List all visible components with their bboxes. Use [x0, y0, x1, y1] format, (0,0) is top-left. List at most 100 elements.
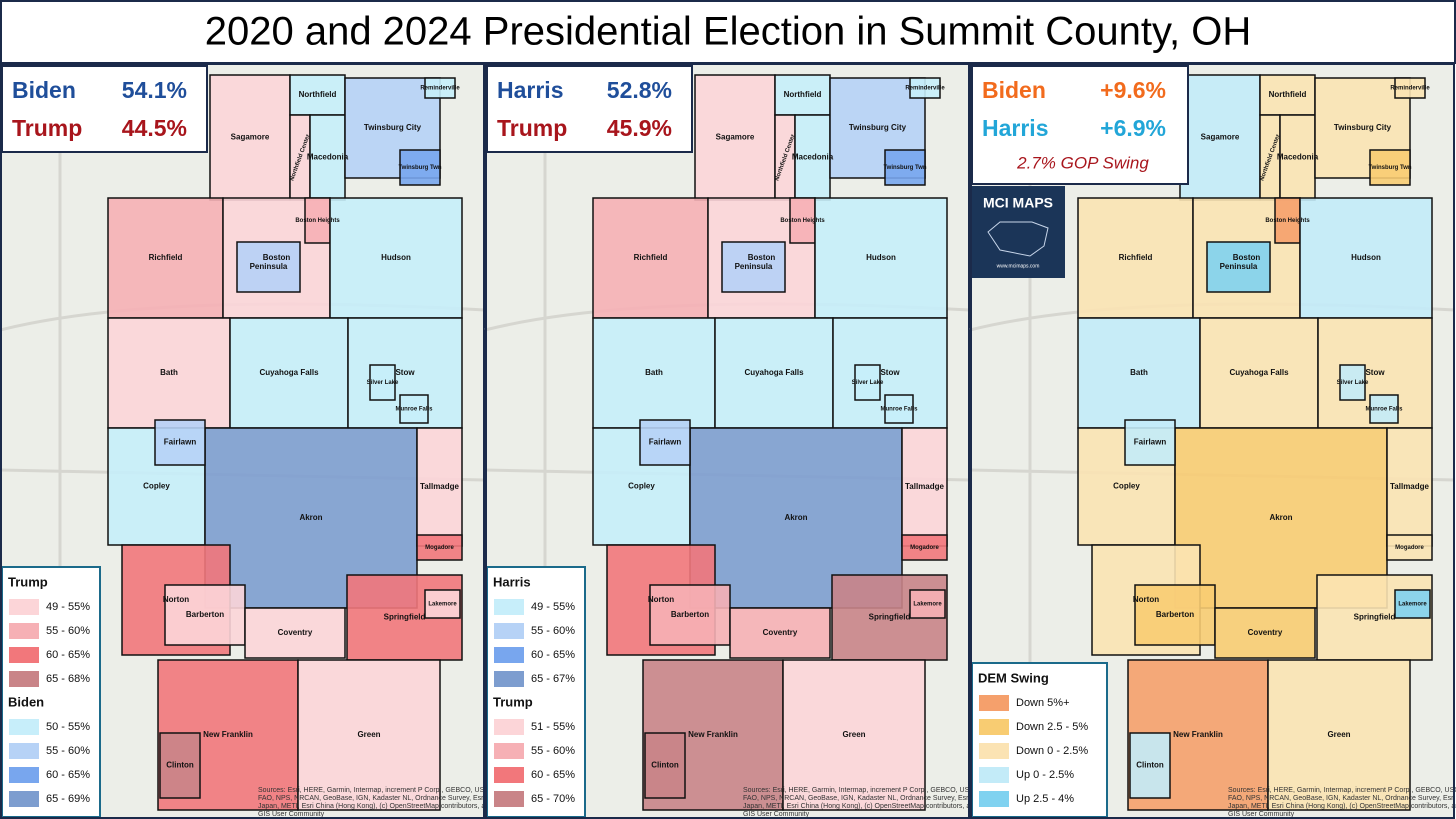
place-label: Northfield	[784, 90, 822, 99]
region	[424, 589, 461, 619]
sources-text: Sources: Esri, HERE, Garmin, Intermap, i…	[743, 787, 981, 794]
place-label: Mogadore	[910, 545, 939, 551]
place-label: Coventry	[763, 628, 798, 637]
place-label: Northfield	[1269, 90, 1307, 99]
place-label: Akron	[299, 513, 322, 522]
results-box	[971, 65, 1189, 185]
region	[1129, 732, 1171, 799]
place-label: Northfield	[299, 90, 337, 99]
region	[1077, 317, 1201, 429]
place-label: Bath	[160, 368, 178, 377]
region	[1299, 197, 1433, 319]
sources-text: Sources: Esri, HERE, Garmin, Intermap, i…	[258, 787, 496, 794]
legend-swatch	[9, 719, 39, 735]
region	[884, 149, 926, 186]
place-label: Tallmadge	[420, 482, 460, 491]
legend-label: 55 - 60%	[531, 745, 575, 757]
place-label: Lakemore	[1398, 602, 1427, 608]
region	[1369, 394, 1399, 424]
place-label: Munroe Falls	[880, 407, 918, 413]
candidate-name: Biden	[982, 77, 1046, 103]
place-label: Cuyahoga Falls	[744, 368, 804, 377]
region	[714, 317, 834, 429]
candidate-name: Trump	[12, 115, 82, 141]
place-label: Lakemore	[913, 602, 942, 608]
legend-swatch	[494, 623, 524, 639]
region	[1267, 659, 1411, 811]
results-box	[1, 65, 208, 153]
place-label: Fairlawn	[649, 438, 682, 447]
region	[1369, 149, 1411, 186]
sources-text: FAO, NPS, NRCAN, GeoBase, IGN, Kadaster …	[743, 795, 971, 802]
place-label: Reminderville	[420, 86, 460, 92]
region	[159, 732, 201, 799]
region	[1386, 534, 1433, 561]
legend-label: 49 - 55%	[531, 601, 575, 613]
place-label: New Franklin	[688, 730, 738, 739]
candidate-value: +9.6%	[1100, 77, 1166, 103]
place-label: Twinsburg City	[364, 123, 422, 132]
legend-label: 60 - 65%	[531, 769, 575, 781]
region	[592, 317, 716, 429]
legend-swatch	[9, 791, 39, 807]
place-label: Barberton	[671, 610, 709, 619]
region	[721, 241, 786, 293]
place-label: Fairlawn	[164, 438, 197, 447]
legend-swatch	[494, 719, 524, 735]
place-label: Stow	[1365, 368, 1385, 377]
place-label: Akron	[784, 513, 807, 522]
legend-swatch	[979, 695, 1009, 711]
sources-text: GIS User Community	[1228, 811, 1295, 818]
region	[1124, 419, 1176, 466]
place-label: Twinsburg Twn	[1368, 165, 1411, 171]
place-label: Twinsburg Twn	[398, 165, 441, 171]
legend-title: Harris	[493, 574, 531, 589]
region	[694, 74, 776, 201]
candidate-value: 45.9%	[607, 115, 672, 141]
region	[416, 534, 463, 561]
region	[644, 732, 686, 799]
title-bar	[0, 0, 1456, 64]
place-label: Coventry	[278, 628, 313, 637]
place-label: Barberton	[1156, 610, 1194, 619]
legend-swatch	[494, 767, 524, 783]
region	[329, 197, 463, 319]
legend-label: 60 - 65%	[531, 649, 575, 661]
place-label: Mogadore	[1395, 545, 1424, 551]
results-box	[486, 65, 693, 153]
place-label: Silver Lake	[1337, 380, 1369, 386]
region	[107, 197, 224, 319]
legend-swatch	[979, 767, 1009, 783]
legend-title: Biden	[8, 694, 44, 709]
place-label: Springfield	[1354, 613, 1396, 622]
place-label: Peninsula	[250, 262, 288, 271]
panel-border	[0, 63, 485, 819]
legend-swatch	[9, 671, 39, 687]
region	[416, 427, 463, 547]
legend-label: Down 2.5 - 5%	[1016, 721, 1088, 733]
place-label: Twinsburg Twn	[883, 165, 926, 171]
logo-url: www.mcimaps.com	[997, 263, 1040, 269]
legend-label: 55 - 60%	[531, 625, 575, 637]
legend-label: 50 - 55%	[46, 721, 90, 733]
place-label: Sagamore	[716, 133, 755, 142]
place-label: Peninsula	[1220, 262, 1258, 271]
region	[729, 607, 831, 659]
sources-text: Japan, METI, Esri China (Hong Kong), (c)…	[743, 803, 990, 810]
region	[1279, 114, 1316, 201]
legend-swatch	[494, 743, 524, 759]
place-label: Cuyahoga Falls	[1229, 368, 1289, 377]
place-label: Lakemore	[428, 602, 457, 608]
region	[244, 607, 346, 659]
place-label: Barberton	[186, 610, 224, 619]
legend-swatch	[494, 671, 524, 687]
legend-label: Up 0 - 2.5%	[1016, 769, 1074, 781]
region	[782, 659, 926, 811]
region	[424, 77, 456, 99]
place-label: Boston Heights	[1265, 218, 1310, 224]
place-label: Hudson	[381, 253, 411, 262]
panel-border	[970, 63, 1455, 819]
